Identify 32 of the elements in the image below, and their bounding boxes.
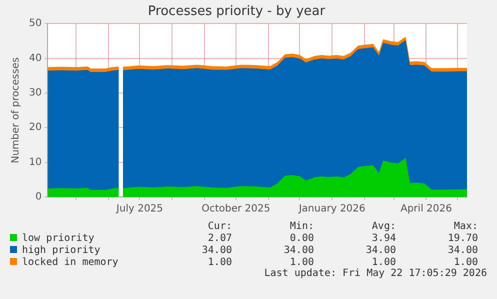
y-tick-label: 40 [28, 52, 42, 64]
y-tick-label: 30 [28, 88, 42, 99]
y-tick-label: 50 [28, 18, 42, 30]
text: 1.00 [288, 256, 314, 268]
y-axis-title: Number of processes [10, 57, 22, 164]
text: 34.00 [364, 244, 396, 256]
text: Last update: Fri May 22 17:05:29 2026 [264, 268, 487, 279]
text: 1.00 [206, 256, 232, 268]
y-tick-label: 20 [28, 122, 42, 134]
text: 0.00 [288, 232, 314, 244]
text: 1.00 [452, 256, 478, 268]
text: Max: [452, 220, 478, 232]
text: 34.00 [446, 244, 478, 256]
text: 34.00 [200, 244, 232, 256]
x-tick-label: April 2026 [400, 204, 452, 215]
legend-label: low priority [21, 232, 96, 244]
legend-label: locked in memory [21, 256, 120, 268]
y-tick-label: 10 [28, 156, 42, 168]
text: Cur: [206, 220, 232, 232]
x-tick-label: July 2025 [115, 204, 164, 215]
x-tick-label: October 2025 [202, 204, 270, 215]
chart-title: Processes priority - by year [148, 4, 326, 20]
text: 2.07 [206, 232, 232, 244]
x-tick-label: January 2026 [298, 204, 366, 215]
legend-label: high priority [21, 244, 102, 256]
text: 1.00 [370, 256, 396, 268]
text: Min: [288, 220, 314, 232]
text: 34.00 [282, 244, 314, 256]
y-tick-label: 0 [35, 192, 42, 203]
text: 3.94 [370, 232, 396, 244]
text: Avg: [370, 220, 396, 232]
text: 19.70 [446, 232, 478, 244]
